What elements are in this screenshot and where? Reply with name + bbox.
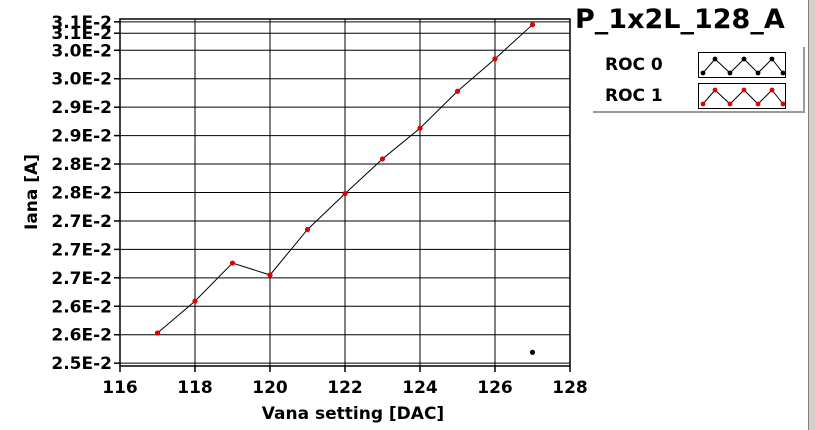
data-point (379, 156, 386, 162)
y-tick-label: 3.1E-2 (51, 24, 112, 44)
x-tick-label: 126 (477, 378, 513, 398)
y-tick-label: 2.9E-2 (51, 98, 112, 118)
legend: ROC 0 ROC 1 (593, 47, 805, 113)
y-tick-label: 3.0E-2 (51, 41, 112, 61)
x-tick-label: 128 (552, 378, 588, 398)
data-point (454, 88, 461, 94)
legend-label-roc-1: ROC 1 (605, 86, 663, 106)
legend-marker (769, 56, 775, 62)
data-point (267, 272, 273, 278)
y-tick-label: 2.8E-2 (51, 155, 112, 175)
data-point (417, 125, 423, 131)
data-point (492, 56, 498, 62)
y-tick-label: 3.0E-2 (51, 70, 112, 90)
x-tick-label: 122 (327, 378, 363, 398)
y-axis-tick-labels: 2.5E-2 2.6E-2 2.6E-2 2.7E-2 2.7E-2 2.7E-2 2.8E… (51, 13, 112, 374)
y-tick-label: 2.7E-2 (51, 240, 112, 260)
y-tick-label: 2.7E-2 (51, 269, 112, 289)
series-roc-0 (529, 349, 536, 355)
legend-swatch-roc-0 (698, 52, 786, 78)
legend-marker (741, 87, 747, 93)
legend-marker (727, 70, 733, 76)
legend-marker (755, 101, 761, 107)
data-point (304, 226, 311, 233)
grid-lines (114, 19, 571, 372)
legend-marker (755, 70, 761, 76)
x-tick-label: 116 (102, 378, 138, 398)
legend-marker (700, 70, 706, 76)
x-axis-label: Vana setting [DAC] (262, 404, 444, 424)
data-point (529, 349, 536, 355)
y-tick-label: 2.5E-2 (51, 354, 112, 374)
legend-marker (700, 101, 706, 107)
legend-marker (741, 56, 747, 62)
y-tick-label: 2.7E-2 (51, 212, 112, 232)
y-tick-label: 2.6E-2 (51, 326, 112, 346)
series-roc-1 (154, 22, 536, 336)
legend-marker (769, 87, 775, 93)
x-axis-tick-labels: 116 118 120 122 124 126 128 (102, 378, 588, 398)
x-tick-label: 120 (252, 378, 288, 398)
legend-marker (780, 70, 785, 76)
legend-marker (727, 101, 733, 107)
y-tick-label: 3.1E-2 (51, 13, 112, 33)
x-tick-label: 124 (402, 378, 438, 398)
legend-entry-roc-0: ROC 0 (593, 51, 803, 79)
legend-marker (712, 87, 718, 93)
y-axis-label: Iana [A] (22, 154, 42, 230)
plot-frame (119, 18, 571, 367)
y-tick-label: 2.6E-2 (51, 297, 112, 317)
data-point (192, 298, 198, 304)
legend-label-roc-0: ROC 0 (605, 55, 663, 75)
y-tick-label: 2.9E-2 (51, 127, 112, 147)
data-point (529, 22, 536, 28)
data-point (229, 260, 236, 266)
legend-marker (712, 56, 718, 62)
y-tick-label: 2.8E-2 (51, 184, 112, 204)
legend-swatch-roc-1 (698, 83, 786, 109)
panel-edge (808, 0, 815, 430)
chart-title: P_1x2L_128_A (575, 4, 785, 35)
legend-marker (780, 101, 785, 107)
x-tick-label: 118 (177, 378, 213, 398)
data-point (154, 330, 161, 336)
series-layer (154, 22, 536, 355)
legend-entry-roc-1: ROC 1 (593, 82, 803, 110)
data-point (342, 191, 348, 197)
